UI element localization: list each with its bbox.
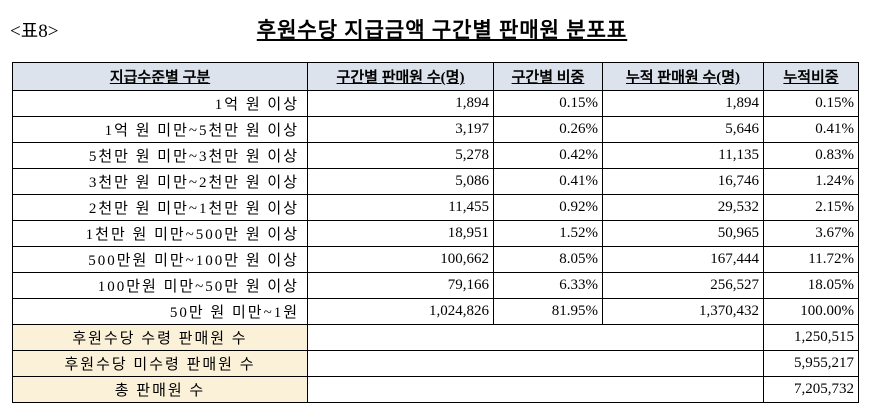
cell: 0.42% xyxy=(493,142,603,169)
data-row: 5천만 원 미만~3천만 원 이상 5,278 0.42% 11,135 0.83% xyxy=(12,142,859,169)
title: 후원수당 지급금액 구간별 판매원 분포표 xyxy=(256,18,628,42)
row-label: 5천만 원 미만~3천만 원 이상 xyxy=(12,142,308,169)
data-row: 50만 원 미만~1원 1,024,826 81.95% 1,370,432 100.0… xyxy=(12,298,859,325)
blank-cell xyxy=(307,324,764,351)
cell: 0.41% xyxy=(763,116,859,143)
cell: 11,135 xyxy=(602,142,764,169)
row-label: 1억 원 이상 xyxy=(12,90,308,117)
summary-label: 총 판매원 수 xyxy=(12,376,308,403)
cell: 3,197 xyxy=(307,116,494,143)
cell: 1,370,432 xyxy=(602,298,764,325)
cell: 5,086 xyxy=(307,168,494,195)
cell: 2.15% xyxy=(763,194,859,221)
cell: 1.24% xyxy=(763,168,859,195)
cell: 5,646 xyxy=(602,116,764,143)
cell: 8.05% xyxy=(493,246,603,273)
summary-value: 5,955,217 xyxy=(763,350,859,377)
cell: 81.95% xyxy=(493,298,603,325)
row-label: 3천만 원 미만~2천만 원 이상 xyxy=(12,168,308,195)
data-row: 1억 원 미만~5천만 원 이상 3,197 0.26% 5,646 0.41% xyxy=(12,116,859,143)
cell: 0.92% xyxy=(493,194,603,221)
cell: 0.15% xyxy=(493,90,603,117)
cell: 79,166 xyxy=(307,272,494,299)
cell: 18,951 xyxy=(307,220,494,247)
cell: 1.52% xyxy=(493,220,603,247)
cell: 0.15% xyxy=(763,90,859,117)
cell: 6.33% xyxy=(493,272,603,299)
summary-label: 후원수당 미수령 판매원 수 xyxy=(12,350,308,377)
header-cell: 누적 판매원 수(명) xyxy=(602,62,764,91)
cell: 100.00% xyxy=(763,298,859,325)
blank-cell xyxy=(307,350,764,377)
header-cell: 구간별 비중 xyxy=(493,62,603,91)
cell: 1,894 xyxy=(307,90,494,117)
cell: 11,455 xyxy=(307,194,494,221)
summary-row: 후원수당 미수령 판매원 수 5,955,217 xyxy=(12,350,859,377)
cell: 1,894 xyxy=(602,90,764,117)
row-label: 500만원 미만~100만 원 이상 xyxy=(12,246,308,273)
data-row: 500만원 미만~100만 원 이상 100,662 8.05% 167,444 11.… xyxy=(12,246,859,273)
summary-label: 후원수당 수령 판매원 수 xyxy=(12,324,308,351)
cell: 167,444 xyxy=(602,246,764,273)
data-row: 1억 원 이상 1,894 0.15% 1,894 0.15% xyxy=(12,90,859,117)
cell: 0.26% xyxy=(493,116,603,143)
data-row: 100만원 미만~50만 원 이상 79,166 6.33% 256,527 18.05… xyxy=(12,272,859,299)
summary-row: 총 판매원 수 7,205,732 xyxy=(12,376,859,403)
data-row: 2천만 원 미만~1천만 원 이상 11,455 0.92% 29,532 2.15% xyxy=(12,194,859,221)
blank-cell xyxy=(307,376,764,403)
data-row: 3천만 원 미만~2천만 원 이상 5,086 0.41% 16,746 1.24% xyxy=(12,168,859,195)
cell: 5,278 xyxy=(307,142,494,169)
cell: 1,024,826 xyxy=(307,298,494,325)
cell: 3.67% xyxy=(763,220,859,247)
data-row: 1천만 원 미만~500만 원 이상 18,951 1.52% 50,965 3.67% xyxy=(12,220,859,247)
summary-row: 후원수당 수령 판매원 수 1,250,515 xyxy=(12,324,859,351)
cell: 16,746 xyxy=(602,168,764,195)
row-label: 50만 원 미만~1원 xyxy=(12,298,308,325)
cell: 0.41% xyxy=(493,168,603,195)
row-label: 2천만 원 미만~1천만 원 이상 xyxy=(12,194,308,221)
summary-value: 1,250,515 xyxy=(763,324,859,351)
header-row: 지급수준별 구분 구간별 판매원 수(명) 구간별 비중 누적 판매원 수(명) 누적비… xyxy=(12,62,859,91)
cell: 18.05% xyxy=(763,272,859,299)
cell: 29,532 xyxy=(602,194,764,221)
table: 지급수준별 구분 구간별 판매원 수(명) 구간별 비중 누적 판매원 수(명) 누적비… xyxy=(12,62,859,403)
cell: 256,527 xyxy=(602,272,764,299)
header-cell: 누적비중 xyxy=(763,62,859,91)
cell: 50,965 xyxy=(602,220,764,247)
row-label: 1천만 원 미만~500만 원 이상 xyxy=(12,220,308,247)
row-label: 1억 원 미만~5천만 원 이상 xyxy=(12,116,308,143)
header-cell: 구간별 판매원 수(명) xyxy=(307,62,494,91)
summary-value: 7,205,732 xyxy=(763,376,859,403)
row-label: 100만원 미만~50만 원 이상 xyxy=(12,272,308,299)
cell: 0.83% xyxy=(763,142,859,169)
cell: 11.72% xyxy=(763,246,859,273)
caption: <표8> xyxy=(10,21,59,42)
cell: 100,662 xyxy=(307,246,494,273)
header-cell: 지급수준별 구분 xyxy=(12,62,308,91)
